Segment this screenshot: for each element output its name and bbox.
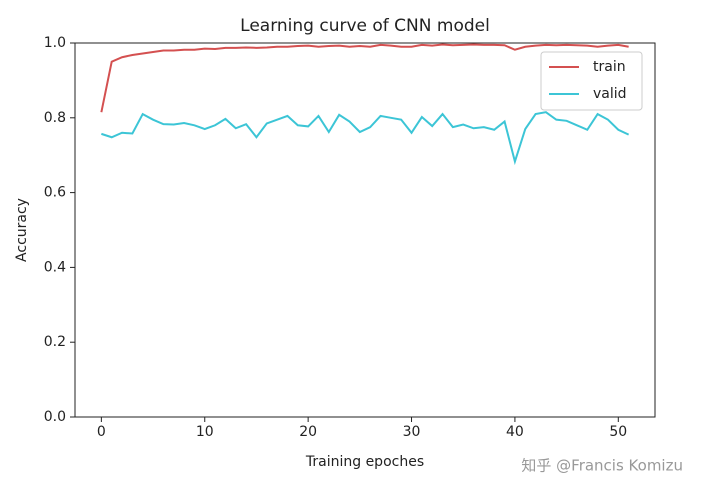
legend-box [540, 51, 643, 111]
x-tick-label: 40 [506, 424, 524, 440]
x-axis-label: Training epoches [305, 454, 424, 470]
legend-label: valid [593, 86, 627, 102]
watermark: 知乎 @Francis Komizu [521, 457, 683, 475]
x-tick-label: 0 [97, 424, 106, 440]
y-tick-label: 0.4 [44, 259, 66, 275]
y-axis-label: Accuracy [14, 198, 30, 262]
y-tick-label: 1.0 [44, 35, 66, 51]
line-series [100, 43, 629, 113]
x-tick-label: 30 [403, 424, 421, 440]
y-tick-label: 0.6 [44, 185, 66, 201]
line-series [101, 111, 630, 166]
y-tick-label: 0.0 [44, 409, 66, 425]
plot-frame [74, 42, 656, 418]
chart-title: Learning curve of CNN model [240, 16, 490, 36]
legend-label: train [593, 59, 626, 75]
x-tick-label: 10 [196, 424, 214, 440]
y-tick-label: 0.8 [44, 110, 66, 126]
y-tick-label: 0.2 [44, 334, 66, 350]
x-tick-label: 50 [609, 424, 627, 440]
x-tick-label: 20 [299, 424, 317, 440]
